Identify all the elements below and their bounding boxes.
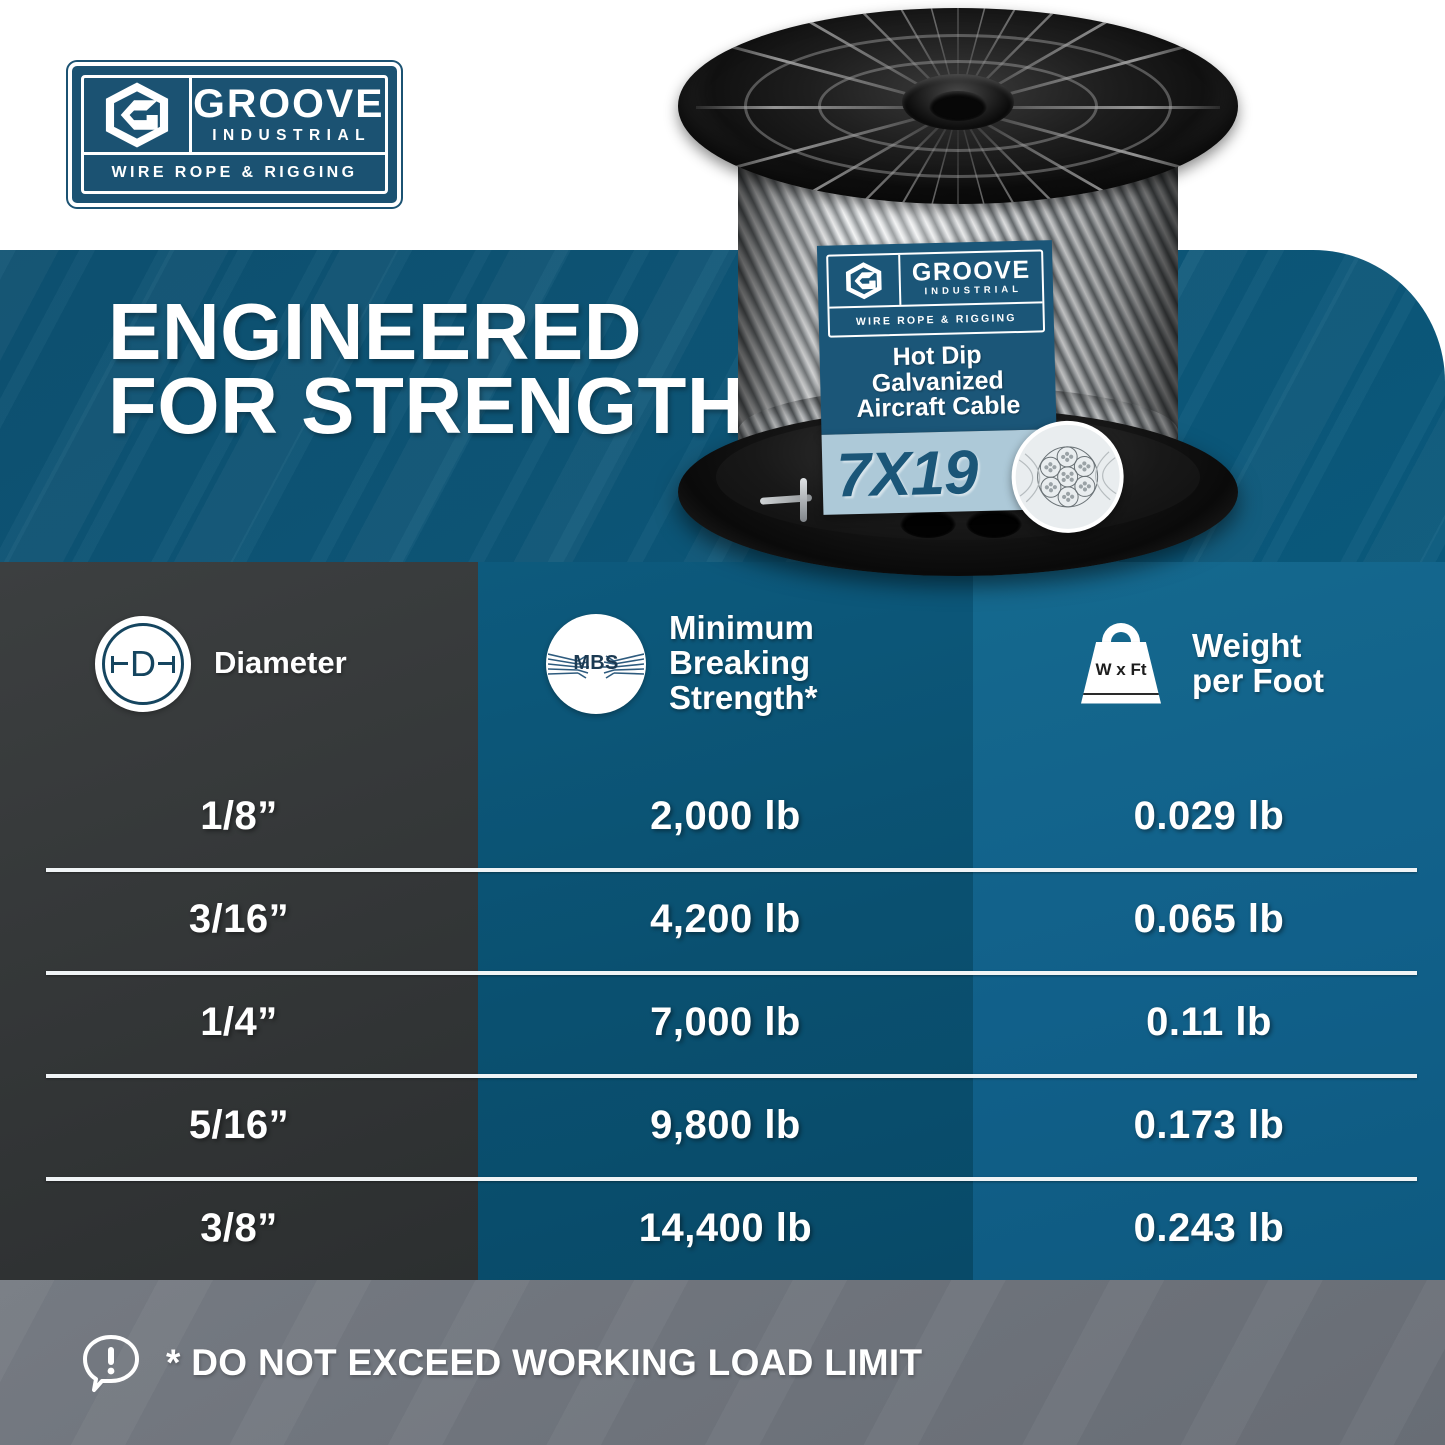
spool-top-flange [678, 8, 1238, 204]
column-background-diameter [0, 562, 478, 1280]
cell-mbs: 9,800 lb [650, 1103, 801, 1147]
weight-icon: W x Ft [1073, 616, 1169, 712]
cell-mbs: 2,000 lb [650, 794, 801, 838]
table-row: 5/16” 9,800 lb 0.173 lb [0, 1074, 1445, 1177]
table-body: 1/8” 2,000 lb 0.029 lb 3/16” 4,200 lb 0.065 l… [0, 765, 1445, 1280]
product-label: GROOVE INDUSTRIAL WIRE ROPE & RIGGING Ho… [816, 240, 1125, 534]
wire-rope-spool-photo: GROOVE INDUSTRIAL WIRE ROPE & RIGGING Ho… [672, 8, 1244, 576]
label-product-name: Hot Dip Galvanized Aircraft Cable [828, 341, 1047, 423]
table-row: 1/8” 2,000 lb 0.029 lb [0, 765, 1445, 868]
cell-weight: 0.065 lb [1133, 897, 1285, 941]
table-header-mbs: MBS Minimum Breaking Strength* [478, 562, 973, 765]
weight-label-line-1: Weight [1192, 626, 1302, 664]
cell-diameter: 1/4” [200, 1000, 278, 1044]
table-header-diameter-label: Diameter [214, 645, 347, 681]
mbs-icon-text: MBS [573, 652, 619, 674]
cell-weight: 0.029 lb [1133, 794, 1285, 838]
cell-mbs: 7,000 lb [650, 1000, 801, 1044]
cell-weight: 0.173 lb [1133, 1103, 1285, 1147]
exclamation-bubble-icon [80, 1332, 142, 1394]
label-product-line-2: Aircraft Cable [856, 390, 1021, 423]
spec-table: D Diameter MBS [0, 562, 1445, 1280]
column-background-weight [973, 562, 1445, 1280]
mbs-label-line-2: Breaking [669, 644, 811, 682]
diameter-icon-letter: D [130, 642, 156, 684]
table-row: 3/16” 4,200 lb 0.065 lb [0, 868, 1445, 971]
cell-diameter: 1/8” [200, 794, 278, 838]
cable-cross-section-icon [1010, 419, 1125, 534]
cell-diameter: 3/8” [200, 1206, 278, 1250]
label-subword: INDUSTRIAL [924, 284, 1023, 298]
mbs-icon: MBS [546, 613, 646, 714]
mbs-label-line-3: Strength* [669, 678, 818, 716]
logo-wordmark: GROOVE [192, 82, 385, 126]
mbs-label-line-1: Minimum [669, 609, 814, 647]
brand-logo: GROOVE INDUSTRIAL WIRE ROPE & RIGGING [68, 62, 401, 207]
table-header-diameter: D Diameter [0, 562, 478, 765]
table-row: 3/8” 14,400 lb 0.243 lb [0, 1177, 1445, 1280]
table-header-row: D Diameter MBS [0, 562, 1445, 765]
label-product-line-1: Hot Dip Galvanized [871, 340, 1005, 398]
cell-mbs: 14,400 lb [638, 1206, 813, 1250]
weight-label-line-2: per Foot [1192, 661, 1324, 699]
cell-diameter: 5/16” [188, 1103, 290, 1147]
label-construction: 7X19 [835, 437, 979, 510]
weight-icon-text: W x Ft [1095, 659, 1147, 679]
footer-warning-text: * DO NOT EXCEED WORKING LOAD LIMIT [166, 1341, 923, 1383]
label-tagline: WIRE ROPE & RIGGING [855, 312, 1017, 328]
table-header-mbs-label: Minimum Breaking Strength* [669, 609, 818, 716]
footer-warning-bar: * DO NOT EXCEED WORKING LOAD LIMIT [0, 1280, 1445, 1445]
logo-subword: INDUSTRIAL [212, 127, 372, 144]
cell-mbs: 4,200 lb [650, 897, 801, 941]
spool-wire-tail-pin [800, 478, 807, 522]
cell-weight: 0.243 lb [1133, 1206, 1285, 1250]
cell-diameter: 3/16” [188, 897, 290, 941]
table-row: 1/4” 7,000 lb 0.11 lb [0, 971, 1445, 1074]
headline-line-1: ENGINEERED [108, 287, 642, 376]
logo-tagline: WIRE ROPE & RIGGING [111, 164, 358, 181]
label-g-hexagon-icon [828, 254, 902, 307]
cell-weight: 0.11 lb [1146, 1000, 1272, 1044]
label-wordmark: GROOVE [911, 255, 1031, 287]
g-hexagon-icon [84, 78, 193, 152]
diameter-icon: D [95, 615, 191, 712]
headline-line-2: FOR STRENGTH [108, 361, 746, 451]
table-header-weight: W x Ft Weight per Foot [973, 562, 1445, 765]
page-title: ENGINEERED FOR STRENGTH [108, 287, 746, 451]
table-header-weight-label: Weight per Foot [1192, 626, 1324, 699]
